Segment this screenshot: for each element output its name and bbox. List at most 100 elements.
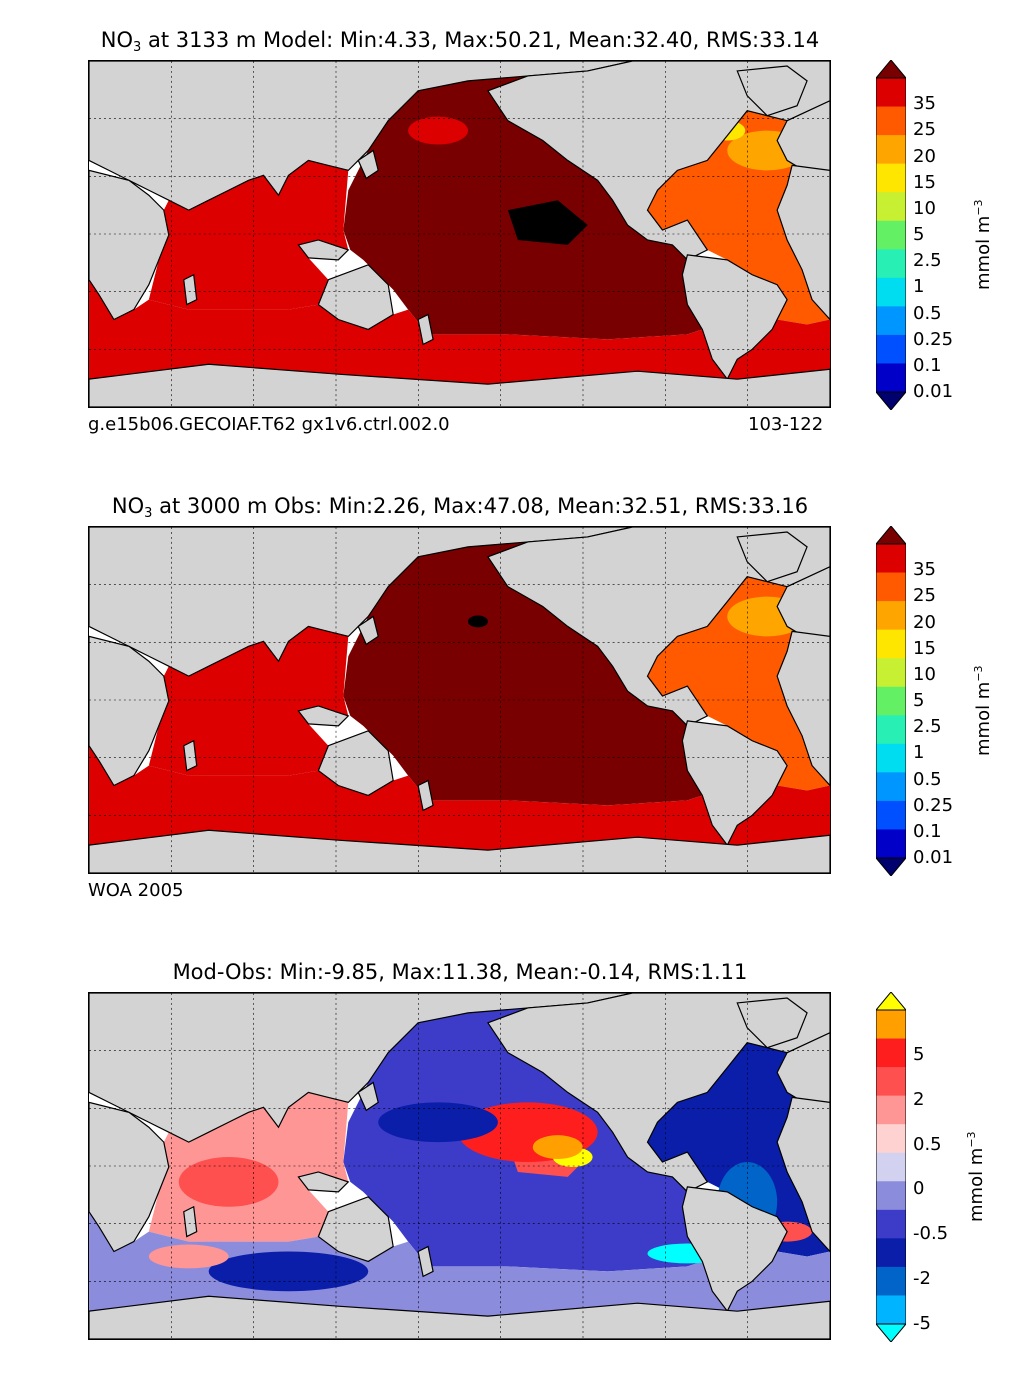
land-antarctica (89, 1295, 830, 1339)
colorbar-tick-label: 0 (913, 1178, 925, 1200)
colorbar-extend-min (876, 857, 906, 876)
land-indonesia (297, 1171, 350, 1193)
colorbar-tick-label: 1 (913, 276, 925, 298)
land-africa (89, 1101, 170, 1253)
land-americas (487, 61, 830, 261)
land-japan (357, 149, 379, 180)
colorbar-tick-label: 25 (913, 119, 936, 141)
colorbar-tick-label: 2.5 (913, 250, 942, 272)
land-europeRight (776, 566, 830, 642)
ocean-region-atlantic (647, 110, 830, 350)
colorbar-segment (876, 78, 906, 108)
colorbar-extend-max (876, 992, 906, 1011)
colorbar-segment (876, 772, 906, 802)
colorbar-tick-label: -2 (913, 1268, 931, 1290)
colorbar-segment (876, 1038, 906, 1068)
colorbar-segment (876, 306, 906, 336)
land-africaRight (776, 1096, 830, 1253)
colorbar-extend-min (876, 391, 906, 410)
panel1-map (88, 60, 831, 408)
colorbar-segment (876, 1010, 906, 1040)
panel3-map-svg (89, 993, 830, 1339)
land-nz (417, 779, 434, 812)
colorbar-segment (876, 800, 906, 830)
field-blob-east-pacific-orange (532, 1135, 583, 1160)
colorbar-tick-label: 0.1 (913, 820, 942, 842)
land-madagascar (183, 273, 198, 306)
ocean-region-southern (89, 279, 830, 385)
colorbar-segment (876, 601, 906, 631)
colorbar-tick-label: 25 (913, 585, 936, 607)
colorbar-tick-label: -5 (913, 1313, 931, 1334)
panel2-map-svg (89, 527, 830, 873)
colorbar-segment (876, 277, 906, 307)
field-blob-southern-neg (208, 1251, 369, 1292)
land-africa (89, 169, 170, 321)
land-southAmerica (681, 720, 788, 847)
land-australia (317, 730, 394, 797)
ocean-region-indian (148, 160, 349, 310)
colorbar-segment (876, 249, 906, 279)
colorbar-tick-label: 20 (913, 145, 936, 167)
panel3-colorbar (876, 992, 906, 1342)
colorbar-tick-label: -0.5 (913, 1223, 949, 1245)
colorbar-segment (876, 544, 906, 574)
land-antarctica (89, 829, 830, 873)
land-antarctica (89, 363, 830, 407)
colorbar-tick-label: 0.5 (913, 1133, 942, 1155)
colorbar-segment (876, 1124, 906, 1154)
panel1-source-label: g.e15b06.GECOIAF.T62 gx1v6.ctrl.002.0 (88, 414, 450, 435)
colorbar-tick-label: 15 (913, 171, 936, 193)
colorbar-tick-label: 2 (913, 1088, 925, 1110)
land-americas (487, 993, 830, 1193)
land-eurasia (89, 527, 633, 677)
land-eurasia (89, 61, 633, 211)
colorbar-segment (876, 1266, 906, 1296)
panel1-title: NO3 at 3133 m Model: Min:4.33, Max:50.21… (100, 28, 820, 55)
field-blob-pacific-neg (378, 1102, 498, 1143)
colorbar-segment (876, 715, 906, 745)
land-madagascar (183, 739, 198, 772)
colorbar-extend-max (876, 526, 906, 545)
colorbar-tick-label: 10 (913, 663, 936, 685)
panel2-title: NO3 at 3000 m Obs: Min:2.26, Max:47.08, … (111, 494, 809, 521)
colorbar-segment (876, 572, 906, 602)
colorbar-extend-max (876, 60, 906, 79)
ocean-region-southern (89, 745, 830, 851)
panel2-map (88, 526, 831, 874)
colorbar-tick-label: 35 (913, 559, 936, 581)
colorbar-segment (876, 220, 906, 250)
colorbar-tick-label: 20 (913, 611, 936, 633)
colorbar-segment (876, 1152, 906, 1182)
colorbar-tick-label: 5 (913, 1043, 925, 1065)
land-madagascar (183, 1205, 198, 1238)
ocean-region-indian (148, 626, 349, 776)
colorbar-segment (876, 658, 906, 688)
colorbar-tick-label: 0.5 (913, 768, 942, 790)
land-europeRight (776, 100, 830, 176)
land-southAmerica (681, 1186, 788, 1313)
land-greenland (736, 997, 808, 1049)
colorbar-tick-label: 2.5 (913, 716, 942, 738)
ocean-region-atlantic (647, 1042, 830, 1282)
panel1-units-label: mmol m−3 (972, 199, 994, 290)
land-europeRight (776, 1032, 830, 1108)
panel1-map-svg (89, 61, 830, 407)
land-japan (357, 1081, 379, 1112)
colorbar-tick-label: 10 (913, 197, 936, 219)
field-blob-indian-pos (178, 1157, 279, 1207)
colorbar-tick-label: 0.25 (913, 328, 954, 350)
land-nz (417, 313, 434, 346)
panel3-map (88, 992, 831, 1340)
colorbar-tick-label: 15 (913, 637, 936, 659)
land-nz (417, 1245, 434, 1278)
panel1-years-label: 103-122 (748, 414, 824, 435)
colorbar-segment (876, 163, 906, 193)
land-africa (89, 635, 170, 787)
colorbar-tick-label: 0.1 (913, 354, 942, 376)
field-blob-north-pacific-patch (408, 116, 468, 145)
ocean-region-atlantic (647, 576, 830, 816)
colorbar-segment (876, 1067, 906, 1097)
colorbar-tick-label: 0.25 (913, 794, 954, 816)
colorbar-extend-min (876, 1323, 906, 1342)
